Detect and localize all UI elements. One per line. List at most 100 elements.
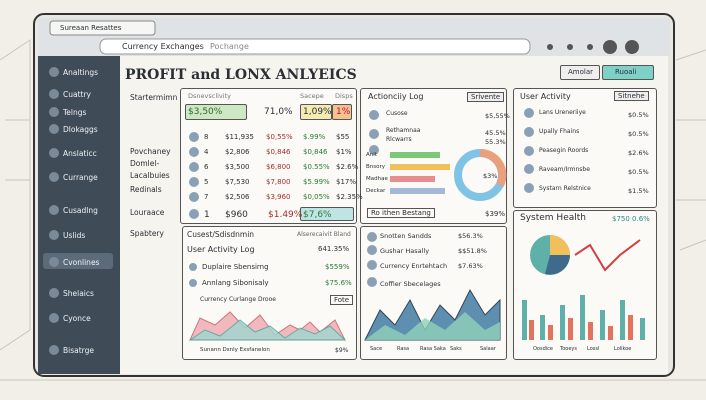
label: User Activity Log xyxy=(187,245,255,254)
label: Madhae xyxy=(366,176,388,182)
highlight xyxy=(185,104,247,120)
label: Gushar Hasally xyxy=(380,247,430,255)
label: $3% xyxy=(483,172,498,180)
column-header: Dsnevsclivity xyxy=(188,92,231,100)
column-header: Disps xyxy=(335,92,353,100)
label: User Activity xyxy=(520,92,571,101)
sidebar-item: Cvonlines xyxy=(63,258,100,267)
label: Anlt xyxy=(366,152,377,158)
cell: 5 xyxy=(204,178,209,186)
axis-label: Saks xyxy=(450,346,462,352)
label: Raveam/Irmnsbe xyxy=(539,166,590,173)
axis-label: Salaar xyxy=(480,346,496,352)
button: Amolar xyxy=(568,68,594,76)
sidebar-item: Cyonce xyxy=(63,314,91,323)
cell: 71,0% xyxy=(264,107,293,117)
highlight xyxy=(300,104,332,120)
column-header: Sacepe xyxy=(300,92,324,100)
axis-label: Lossl xyxy=(587,346,600,352)
label: $39% xyxy=(485,210,506,218)
label: Sunann Dsnly Exsfanelon xyxy=(200,347,270,353)
label: 641.35% xyxy=(318,245,350,253)
label: Snotten Sandds xyxy=(380,232,432,240)
label: Coffier Sbecelages xyxy=(380,280,441,288)
label: 45.5% xyxy=(485,129,506,137)
cell: $960 xyxy=(225,210,248,220)
label: Rlcwarrs xyxy=(386,136,412,143)
cell: $6,800 xyxy=(266,163,291,171)
label: Peasegin Roords xyxy=(539,147,589,154)
cell: 4 xyxy=(204,148,209,156)
label: Cusest/Sdisdnmin xyxy=(187,230,255,239)
label: Duplaire Sbensirng xyxy=(202,263,269,271)
sidebar-item: Telngs xyxy=(63,108,87,117)
page-title: PROFIT and LONX ANLYEICS xyxy=(125,67,357,83)
section-label: Spabtery xyxy=(130,229,164,238)
cell: 6 xyxy=(204,163,209,171)
sidebar-item: Dlokaggs xyxy=(63,125,98,134)
label: $0.5% xyxy=(628,168,649,176)
sidebar-item: Cuattry xyxy=(63,90,91,99)
cell: $3,500 xyxy=(225,163,250,171)
label: Cusose xyxy=(386,110,408,117)
label: Annlang Sibonisaly xyxy=(202,279,269,287)
highlight xyxy=(332,104,352,120)
label: $0.5% xyxy=(628,111,649,119)
label: $2.6% xyxy=(628,149,649,157)
system-health-panel xyxy=(513,210,657,360)
cell: $7,530 xyxy=(225,178,250,186)
label: $1.5% xyxy=(628,187,649,195)
label: $750 0.6% xyxy=(612,215,650,223)
axis-label: Rasa xyxy=(397,346,410,352)
label: $559% xyxy=(325,263,350,271)
button: Fote xyxy=(330,295,354,305)
label: Currency Curlange Drooe xyxy=(200,296,276,303)
section-label: Lacalbuies xyxy=(130,171,170,180)
label: Systarn Relstnice xyxy=(539,185,591,192)
cell: $11,935 xyxy=(225,133,254,141)
label: $9% xyxy=(335,347,349,354)
cell: $3,960 xyxy=(266,193,291,201)
cell: $5.99% xyxy=(303,178,330,186)
cell: $0.55% xyxy=(303,163,330,171)
section-label: Domlel- xyxy=(130,159,160,168)
cell: $1.49% xyxy=(268,210,303,220)
label: $56.3% xyxy=(458,232,483,240)
cell: $3,50% xyxy=(188,107,223,117)
cell: 1,09% xyxy=(303,107,332,117)
label: Lans Ureneriiye xyxy=(539,109,586,116)
label: $75.6% xyxy=(325,279,352,287)
cell: $2.6% xyxy=(336,163,359,171)
section-label: Redinals xyxy=(130,185,162,194)
label: Currency Enrtehtach xyxy=(380,262,448,270)
label: Upally Fhains xyxy=(539,128,580,135)
cell: 7 xyxy=(204,193,209,201)
action-log-panel xyxy=(360,88,507,224)
button[interactable] xyxy=(602,65,654,80)
section-label: Povchaney xyxy=(130,147,171,156)
sidebar-item: Uslids xyxy=(63,231,86,240)
label: $7.63% xyxy=(458,262,483,270)
sidebar-item: Shelaics xyxy=(63,289,94,298)
axis-label: Rasa Saka xyxy=(420,346,446,352)
sidebar-item: Bisatrge xyxy=(63,346,94,355)
cell: $17% xyxy=(336,178,357,186)
label: Actionciiy Log xyxy=(368,92,424,101)
label: Bnsory xyxy=(366,164,386,170)
sidebar-item: Anslaticc xyxy=(63,149,97,158)
axis-label: Tooeys xyxy=(560,346,577,352)
cell: $7,800 xyxy=(266,178,291,186)
browser-tab: Sureaan Resattes xyxy=(60,24,122,32)
label: Deckar xyxy=(366,188,386,194)
cell: $0,05% xyxy=(303,193,330,201)
axis-label: Sace xyxy=(370,346,383,352)
sidebar-item: Cusadlng xyxy=(63,206,98,215)
cell: $0,846 xyxy=(266,148,291,156)
label: $5,55% xyxy=(485,112,510,120)
cell: $0,55% xyxy=(266,133,293,141)
cell: 8 xyxy=(204,133,209,141)
button[interactable] xyxy=(560,65,600,80)
section-label: Louraace xyxy=(130,208,165,217)
label: $0.5% xyxy=(628,130,649,138)
